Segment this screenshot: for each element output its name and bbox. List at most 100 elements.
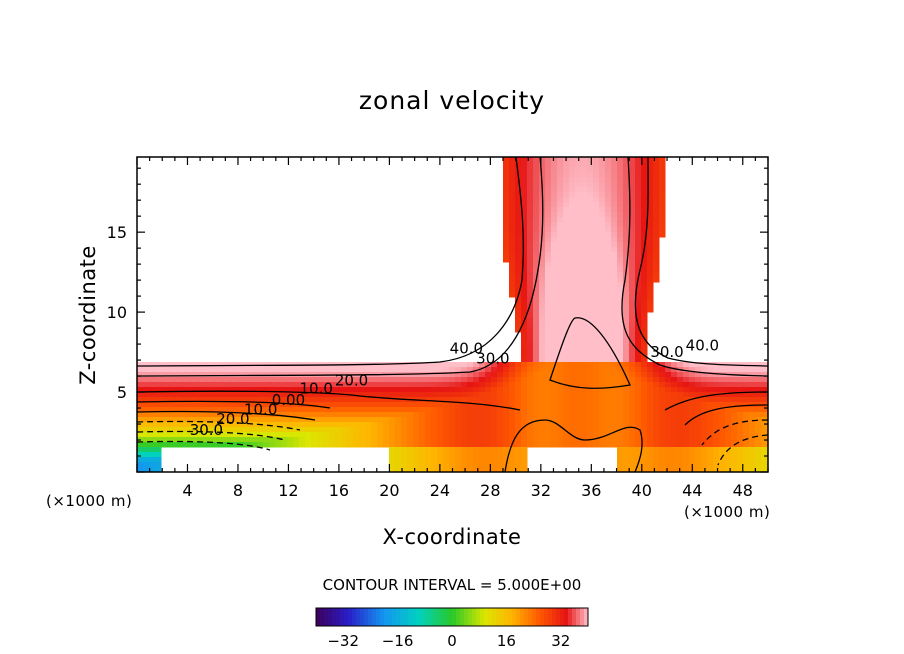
colorbar-swatch [416, 608, 421, 626]
heatmap-cell [593, 212, 600, 218]
heatmap-cell [257, 377, 264, 383]
heatmap-cell [299, 397, 306, 403]
heatmap-cell [155, 392, 162, 398]
heatmap-cell [503, 447, 510, 453]
heatmap-cell [281, 407, 288, 413]
heatmap-cell [707, 452, 714, 458]
heatmap-cell [221, 432, 228, 438]
heatmap-cell [629, 422, 636, 428]
heatmap-cell [419, 427, 426, 433]
heatmap-cell [335, 377, 342, 383]
heatmap-cell [635, 247, 642, 253]
heatmap-cell [671, 462, 678, 468]
heatmap-cell [599, 412, 606, 418]
heatmap-cell [755, 437, 762, 443]
heatmap-cell [539, 247, 546, 253]
heatmap-cell [761, 382, 768, 388]
heatmap-cell [455, 432, 462, 438]
heatmap-cell [275, 387, 282, 393]
heatmap-cell [713, 432, 720, 438]
heatmap-cell [731, 377, 738, 383]
heatmap-cell [617, 422, 624, 428]
heatmap-cell [593, 342, 600, 348]
heatmap-cell [581, 237, 588, 243]
heatmap-cell [617, 457, 624, 463]
heatmap-cell [467, 392, 474, 398]
heatmap-cell [563, 272, 570, 278]
heatmap-cell [737, 432, 744, 438]
heatmap-cell [617, 187, 624, 193]
heatmap-cell [653, 362, 660, 368]
heatmap-cell [557, 402, 564, 408]
heatmap-cell [545, 332, 552, 338]
heatmap-cell [707, 382, 714, 388]
heatmap-cell [239, 407, 246, 413]
heatmap-cell [707, 427, 714, 433]
heatmap-cell [605, 377, 612, 383]
heatmap-cell [569, 342, 576, 348]
heatmap-cell [527, 312, 534, 318]
heatmap-cell [641, 397, 648, 403]
heatmap-cell [587, 222, 594, 228]
heatmap-cell [173, 422, 180, 428]
heatmap-cell [563, 182, 570, 188]
heatmap-cell [173, 372, 180, 378]
heatmap-cell [557, 357, 564, 363]
heatmap-cell [305, 397, 312, 403]
heatmap-cell [425, 412, 432, 418]
heatmap-cell [503, 442, 510, 448]
heatmap-cell [227, 422, 234, 428]
heatmap-cell [563, 222, 570, 228]
heatmap-cell [713, 402, 720, 408]
heatmap-cell [587, 427, 594, 433]
heatmap-cell [635, 237, 642, 243]
heatmap-cell [293, 392, 300, 398]
heatmap-cell [719, 377, 726, 383]
heatmap-cell [623, 457, 630, 463]
heatmap-cell [701, 362, 708, 368]
heatmap-cell [563, 317, 570, 323]
heatmap-cell [587, 257, 594, 263]
heatmap-cell [671, 377, 678, 383]
heatmap-cell [641, 172, 648, 178]
heatmap-cell [641, 282, 648, 288]
heatmap-cell [533, 312, 540, 318]
heatmap-cell [449, 427, 456, 433]
colorbar-swatch [396, 608, 401, 626]
heatmap-cell [641, 452, 648, 458]
heatmap-cell [617, 392, 624, 398]
heatmap-cell [353, 442, 360, 448]
heatmap-cell [581, 287, 588, 293]
heatmap-cell [611, 437, 618, 443]
contour-30-bottom [504, 419, 643, 472]
heatmap-cell [485, 437, 492, 443]
heatmap-cell [365, 422, 372, 428]
heatmap-cell [593, 227, 600, 233]
heatmap-cell [587, 382, 594, 388]
colorbar-swatch [488, 608, 493, 626]
heatmap-cell [467, 427, 474, 433]
heatmap-cell [395, 467, 402, 472]
heatmap-cell [155, 367, 162, 373]
heatmap-cell [413, 462, 420, 468]
heatmap-cell [647, 182, 654, 188]
heatmap-cell [227, 412, 234, 418]
heatmap-cell [575, 417, 582, 423]
heatmap-cell [689, 392, 696, 398]
heatmap-cell [509, 367, 516, 373]
heatmap-cell [587, 182, 594, 188]
heatmap-cell [623, 232, 630, 238]
heatmap-cell [701, 462, 708, 468]
heatmap-cell [203, 437, 210, 443]
heatmap-cell [377, 362, 384, 368]
heatmap-cell [575, 217, 582, 223]
heatmap-cell [593, 417, 600, 423]
heatmap-cell [557, 332, 564, 338]
heatmap-cell [197, 382, 204, 388]
heatmap-cell [647, 362, 654, 368]
heatmap-cell [437, 392, 444, 398]
heatmap-cell [617, 207, 624, 213]
heatmap-cell [503, 182, 510, 188]
heatmap-cell [179, 407, 186, 413]
heatmap-cell [641, 227, 648, 233]
